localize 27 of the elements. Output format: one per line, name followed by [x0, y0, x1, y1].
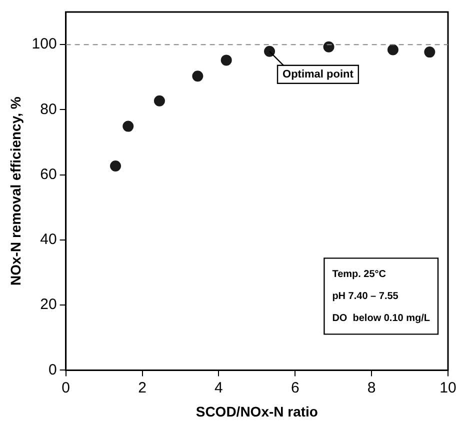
- x-tick-label: 8: [367, 379, 376, 396]
- annotation: DO below 0.10 mg/L: [332, 312, 430, 324]
- x-tick-label: 0: [62, 379, 70, 396]
- x-tick-label: 2: [138, 379, 146, 396]
- point: [220, 54, 232, 66]
- y-tick-label: 60: [40, 166, 57, 183]
- y-axis-title: NOx-N removal efficiency, %: [7, 96, 24, 286]
- x-tick-label: 4: [214, 379, 223, 396]
- x-tick-label: 6: [290, 379, 300, 396]
- y-tick-label: 0: [48, 361, 57, 378]
- point: [323, 41, 334, 52]
- y-tick-label: 80: [40, 100, 57, 118]
- point: [387, 44, 398, 56]
- point: [264, 46, 276, 57]
- x-axis-title: SCOD/NOx-N ratio: [196, 403, 318, 420]
- point: [110, 160, 122, 172]
- y-tick-label: 40: [40, 231, 57, 248]
- point: [424, 46, 436, 58]
- annotation: Temp. 25°C: [332, 268, 386, 280]
- point: [192, 70, 204, 82]
- y-tick-label: 20: [40, 296, 57, 314]
- point: [154, 95, 165, 106]
- y-tick-label: 100: [32, 36, 57, 53]
- point: [122, 120, 134, 132]
- x-tick-label: 10: [440, 379, 456, 396]
- annotation: Optimal point: [282, 68, 354, 80]
- annotation: pH 7.40 – 7.55: [332, 290, 399, 302]
